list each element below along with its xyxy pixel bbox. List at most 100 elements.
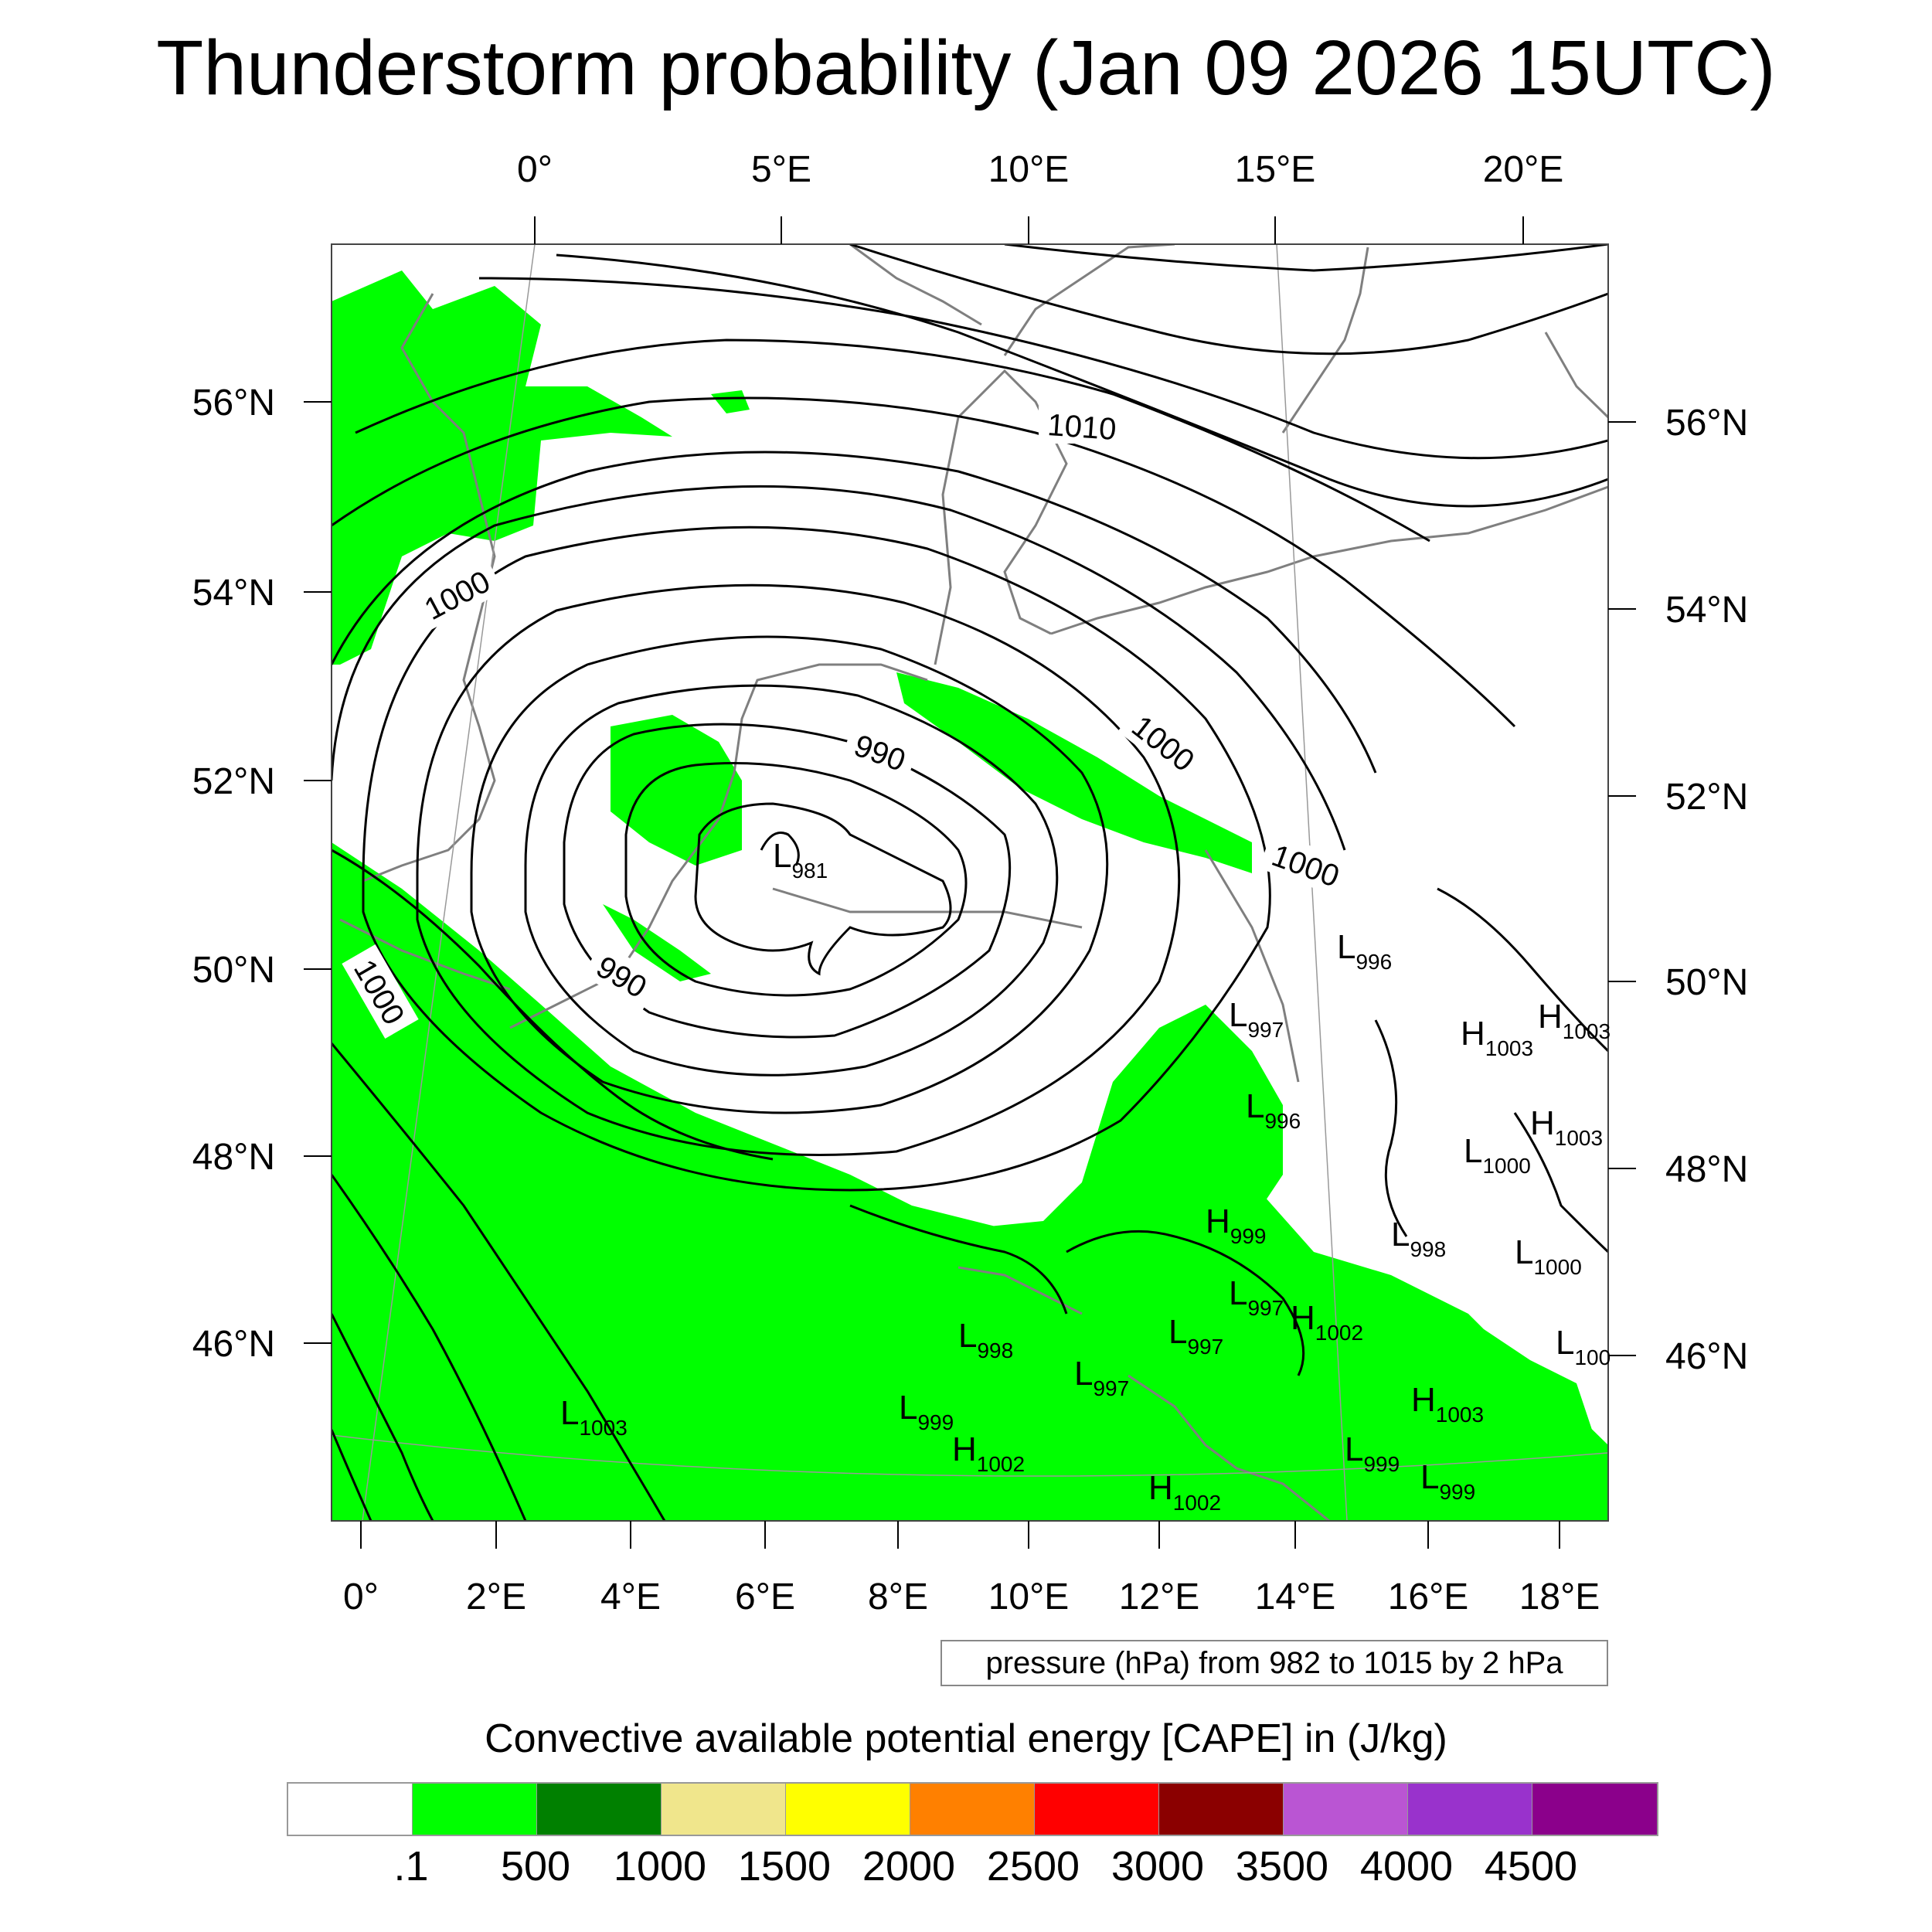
coast-baltic-east: [1544, 332, 1608, 419]
contour-1002: [332, 396, 1516, 728]
colorbar-tick-labels: .1 500 1000 1500 2000 2500 3000 3500 4000 4500: [0, 1839, 1932, 1893]
contour-1002-southwest: [332, 1043, 666, 1521]
colorbar-swatch: [662, 1784, 786, 1835]
coast-denmark: [934, 369, 1068, 665]
bottom-lon-label: 4°E: [600, 1577, 661, 1617]
colorbar-swatch: [1284, 1784, 1408, 1835]
colorbar-swatch: [537, 1784, 662, 1835]
left-lat-label: 54°N: [192, 573, 275, 614]
pressure-center-label: L1003: [560, 1394, 628, 1440]
pressure-center-label: H1003: [1530, 1104, 1603, 1150]
pressure-center-label: H1003: [1411, 1381, 1484, 1427]
pressure-center-label: L999: [1345, 1430, 1400, 1476]
colorbar-tick-label: 1500: [737, 1843, 832, 1889]
bottom-lon-label: 2°E: [466, 1577, 526, 1617]
coast-benelux: [717, 663, 928, 820]
cape-colorbar: [287, 1782, 1658, 1836]
top-lon-label: 10°E: [988, 149, 1070, 190]
bottom-lon-label: 16°E: [1388, 1577, 1469, 1617]
pressure-center-label: L998: [1391, 1216, 1446, 1261]
pressure-center-label: H1002: [1291, 1299, 1363, 1345]
coast-germany-baltic: [1050, 485, 1608, 635]
pressure-contours: [332, 244, 1608, 1521]
right-lat-label: 50°N: [1665, 962, 1748, 1003]
contour-992: [470, 635, 1109, 1114]
contour-east-3: [1513, 1112, 1608, 1253]
right-lat-label: 54°N: [1665, 590, 1748, 631]
axis-ticks: [304, 216, 1636, 1549]
bottom-lon-label: 18°E: [1519, 1577, 1600, 1617]
colorbar-swatch: [288, 1784, 413, 1835]
top-lon-label: 0°: [517, 149, 553, 190]
left-lat-label: 46°N: [192, 1324, 275, 1365]
colorbar-tick-label: 3500: [1235, 1843, 1329, 1889]
colorbar-tick-label: 3000: [1111, 1843, 1205, 1889]
bottom-lon-label: 6°E: [735, 1577, 795, 1617]
bottom-longitude-labels: 0° 2°E 4°E 6°E 8°E 10°E 12°E 14°E 16°E 1…: [343, 1577, 1600, 1617]
pressure-center-label: L1000: [1515, 1233, 1582, 1279]
contour-label: 1010: [1046, 408, 1117, 447]
pressure-center-label: L998: [958, 1317, 1013, 1362]
contour-1006-southwest: [332, 1313, 434, 1521]
bottom-lon-label: 10°E: [988, 1577, 1070, 1617]
left-lat-label: 48°N: [192, 1137, 275, 1178]
contour-998: [332, 485, 1346, 851]
pressure-center-label: L999: [1420, 1458, 1475, 1504]
cape-shading: [332, 270, 1608, 1521]
right-latitude-labels: 56°N 54°N 52°N 50°N 48°N 46°N: [1665, 403, 1748, 1377]
colorbar-tick-label: 2000: [862, 1843, 956, 1889]
colorbar-swatch: [1159, 1784, 1284, 1835]
bottom-lon-label: 8°E: [868, 1577, 928, 1617]
border-italy: [957, 1266, 1083, 1315]
colorbar-swatch: [910, 1784, 1035, 1835]
pressure-center-label: L996: [1337, 928, 1392, 974]
contour-alps-1: [1066, 1230, 1305, 1376]
pressure-center-label: L999: [899, 1389, 954, 1434]
colorbar-swatch: [1408, 1784, 1532, 1835]
colorbar-swatch: [1532, 1784, 1657, 1835]
contour-1004: [355, 338, 1430, 543]
contour-1008-southwest: [332, 1429, 372, 1521]
contour-1012: [1004, 244, 1608, 272]
bottom-lon-label: 0°: [343, 1577, 379, 1617]
contour-1000-north: [332, 451, 1377, 774]
contour-1000-southwest: [332, 849, 774, 1161]
contour-east-2: [1374, 1019, 1408, 1237]
border-adriatic: [1128, 1374, 1330, 1521]
pressure-center-label: L981: [773, 837, 828, 883]
coast-norway: [849, 244, 982, 326]
pressure-center-label: H1002: [1148, 1469, 1221, 1515]
contour-1004-southwest: [332, 1174, 527, 1521]
right-lat-label: 46°N: [1665, 1336, 1748, 1377]
bottom-lon-label: 12°E: [1119, 1577, 1200, 1617]
cape-area-northwest: [332, 270, 672, 665]
colorbar-title: Convective available potential energy [C…: [485, 1716, 1447, 1761]
contour-1006: [478, 277, 1608, 460]
colorbar-tick-label: 500: [500, 1843, 571, 1889]
cape-area-southwest: [332, 842, 1608, 1521]
left-latitude-labels: 56°N 54°N 52°N 50°N 48°N 46°N: [192, 383, 275, 1365]
contour-east-1: [1437, 887, 1608, 1053]
border-europe-2: [1204, 849, 1300, 1083]
cape-area-northsea-band: [896, 672, 1252, 873]
colorbar-swatch: [786, 1784, 910, 1835]
contour-alps-2: [849, 1204, 1068, 1315]
contour-981: [760, 832, 800, 866]
pressure-center-label: H1003: [1538, 998, 1611, 1043]
contour-1010: [849, 244, 1608, 355]
pressure-center-label: H999: [1206, 1202, 1267, 1248]
border-europe-1: [772, 887, 1083, 929]
left-lat-label: 56°N: [192, 383, 275, 423]
pressure-center-label: H1002: [952, 1430, 1025, 1476]
colorbar-tick-label: 2500: [986, 1843, 1080, 1889]
contour-990: [524, 684, 1059, 1077]
top-lon-label: 20°E: [1483, 149, 1564, 190]
contour-985: [624, 762, 968, 997]
plot-frame: [331, 243, 1609, 1522]
contour-996: [362, 526, 1271, 1192]
coast-france-north: [509, 818, 720, 1029]
map-title: Thunderstorm probability (Jan 09 2026 15…: [156, 25, 1776, 111]
pressure-center-label: L997: [1229, 996, 1284, 1042]
